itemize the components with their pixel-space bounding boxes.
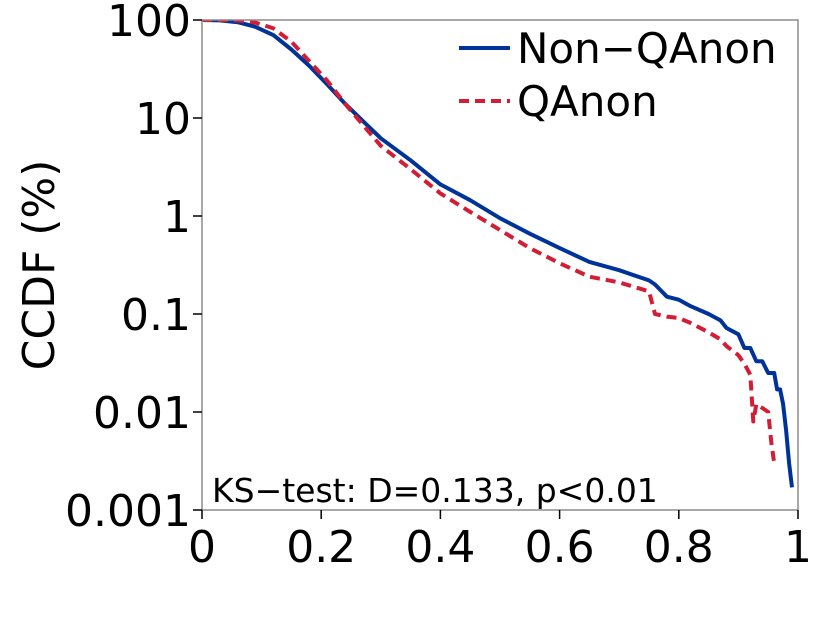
ticks-layer: 0 0.2 0.4 0.6 0.8 1 0.001 0.01 0.1 1 10 100 <box>65 0 812 573</box>
legend-label-qanon: QAnon <box>517 77 658 126</box>
y-tick-label: 0.01 <box>93 388 191 439</box>
legend: Non−QAnon QAnon <box>459 24 777 126</box>
x-tick-label: 0.6 <box>525 522 595 573</box>
series-line-non-qanon <box>202 20 794 488</box>
x-tick-label: 0 <box>188 522 216 573</box>
x-tick-label: 1 <box>784 522 812 573</box>
x-tick-label: 0.8 <box>644 522 714 573</box>
legend-label-non-qanon: Non−QAnon <box>517 24 777 73</box>
series-layer <box>202 20 794 488</box>
y-tick-label: 0.001 <box>65 486 191 537</box>
y-tick-label: 1 <box>163 192 191 243</box>
x-tick-label: 0.4 <box>405 522 475 573</box>
y-tick-label: 100 <box>107 0 191 47</box>
x-tick-label: 0.2 <box>286 522 356 573</box>
plot-frame <box>201 19 799 511</box>
ks-test-annotation: KS−test: D=0.133, p<0.01 <box>212 471 658 510</box>
y-tick-label: 0.1 <box>121 290 191 341</box>
y-tick-label: 10 <box>135 94 191 145</box>
series-line-qanon <box>202 20 777 464</box>
y-axis-label: CCDF (%) <box>14 160 65 371</box>
